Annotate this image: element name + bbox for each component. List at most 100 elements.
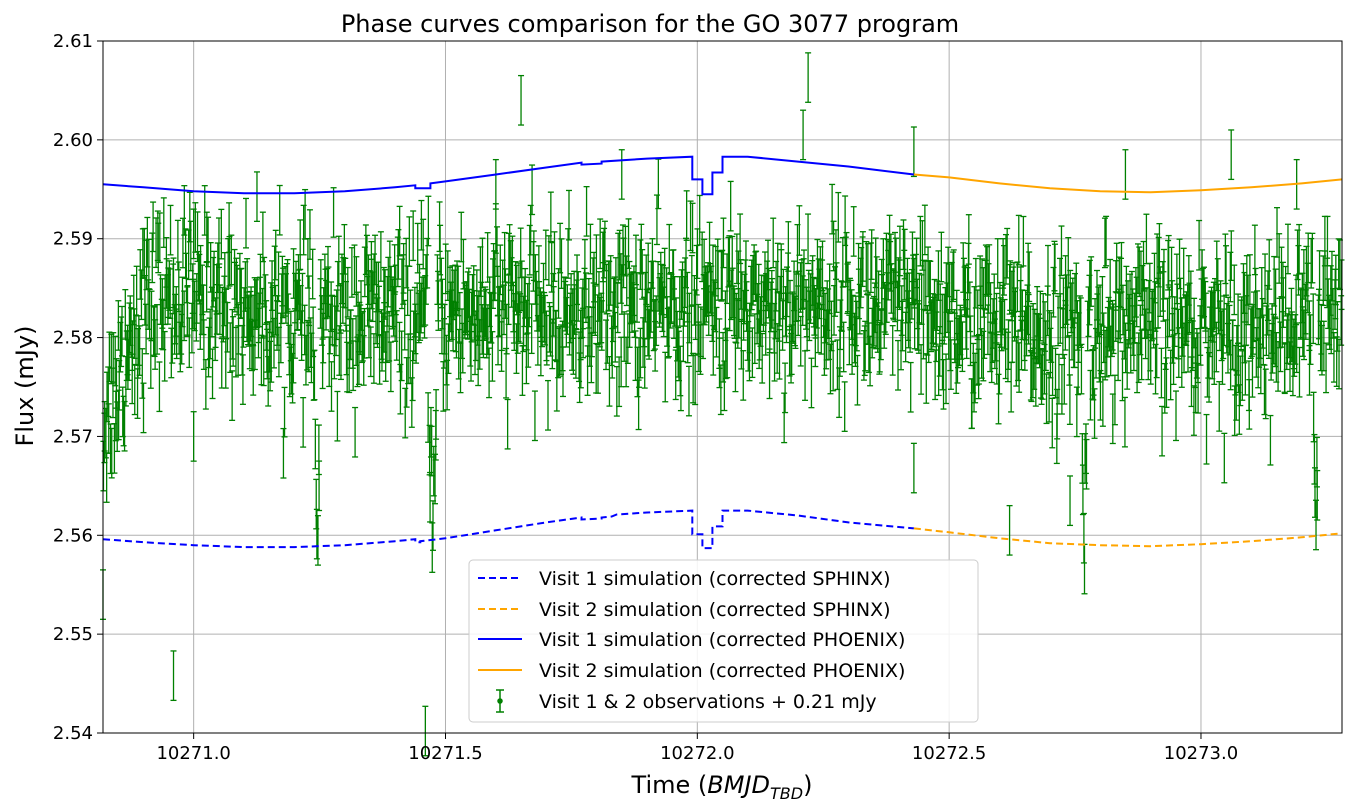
observation-point <box>959 321 966 373</box>
observation-point <box>986 244 993 295</box>
observation-point <box>167 204 174 256</box>
observation-point <box>170 650 177 702</box>
observation-point <box>935 345 942 397</box>
observation-point <box>725 236 732 288</box>
observation-point <box>867 242 874 294</box>
observation-point <box>1041 301 1048 352</box>
observation-point <box>618 149 625 200</box>
observation-point <box>563 296 570 348</box>
observation-point <box>1044 244 1051 296</box>
observation-point <box>229 370 236 421</box>
observation-point <box>1101 217 1108 269</box>
observation-point <box>652 320 659 372</box>
observation-point <box>275 251 282 303</box>
observation-point <box>1055 353 1062 405</box>
observation-point <box>732 341 739 393</box>
observation-point <box>865 322 872 374</box>
observation-point <box>574 254 581 306</box>
legend-entry-visit2-phoenix: Visit 2 simulation (corrected PHOENIX) <box>478 660 905 682</box>
observation-point <box>1152 343 1159 395</box>
observation-point <box>1112 260 1119 311</box>
legend-entry-visit1-sphinx: Visit 1 simulation (corrected SPHINX) <box>478 568 891 590</box>
observation-point <box>402 387 409 439</box>
observation-point <box>1323 342 1330 394</box>
observation-point <box>300 397 307 448</box>
observation-point <box>309 248 316 300</box>
observation-point <box>803 279 810 330</box>
observation-point <box>228 234 235 286</box>
observation-point <box>547 191 554 243</box>
observation-point <box>1067 475 1074 527</box>
observation-point <box>225 238 232 289</box>
observation-point <box>792 298 799 350</box>
observation-point <box>967 315 974 367</box>
observation-point <box>1296 223 1303 275</box>
y-tick-label: 2.59 <box>53 229 93 250</box>
observation-point <box>864 243 871 294</box>
observation-point <box>841 381 848 432</box>
observation-point <box>437 224 444 276</box>
observation-point <box>156 361 163 413</box>
legend-swatch-observations <box>496 689 504 713</box>
observation-point <box>479 237 486 289</box>
observation-point <box>253 171 260 223</box>
observation-point <box>782 362 789 414</box>
observation-point <box>1221 432 1228 484</box>
observation-point <box>1103 215 1110 267</box>
observation-point <box>328 361 335 412</box>
legend-entry-visit1-phoenix: Visit 1 simulation (corrected PHOENIX) <box>478 629 905 651</box>
observation-point <box>819 240 826 292</box>
observation-point <box>360 335 367 386</box>
y-tick-label: 2.56 <box>53 525 93 546</box>
x-tick-label: 10271.0 <box>156 743 230 764</box>
observation-point <box>1296 346 1303 398</box>
observation-point <box>501 231 508 283</box>
chart-title: Phase curves comparison for the GO 3077 … <box>341 10 959 38</box>
observation-point <box>531 390 538 442</box>
observation-point <box>1026 251 1033 303</box>
observation-point <box>716 337 723 389</box>
observation-point <box>557 222 564 274</box>
observation-point <box>680 311 687 363</box>
observation-point <box>992 310 999 362</box>
observation-point <box>1307 314 1314 365</box>
observation-point <box>435 280 442 331</box>
observation-point <box>154 304 161 355</box>
observation-point <box>1223 245 1230 296</box>
observation-point <box>525 317 532 368</box>
observation-point <box>1264 270 1271 322</box>
observation-point <box>981 308 988 359</box>
observation-point <box>1038 354 1045 405</box>
observation-point <box>272 229 279 281</box>
observation-point <box>830 340 837 392</box>
observation-point <box>995 373 1002 425</box>
observation-point <box>759 332 766 384</box>
y-axis-label: Flux (mJy) <box>11 326 39 447</box>
observation-point <box>1306 344 1313 396</box>
observation-point <box>1061 353 1068 405</box>
observation-point <box>1227 251 1234 303</box>
observation-point <box>827 343 834 395</box>
observation-point <box>947 339 954 390</box>
observation-point <box>398 330 405 382</box>
observation-point <box>713 306 720 358</box>
observation-point <box>186 191 193 243</box>
observation-point <box>583 185 590 237</box>
y-tick-label: 2.60 <box>53 130 93 151</box>
observation-point <box>781 392 788 444</box>
observation-point <box>1000 238 1007 289</box>
observation-point <box>223 288 230 340</box>
observation-point <box>1310 293 1317 345</box>
observation-point <box>397 363 404 415</box>
observation-point <box>190 411 197 462</box>
observation-point <box>393 310 400 361</box>
observation-point <box>203 261 210 313</box>
observation-point <box>396 205 403 257</box>
observation-point <box>121 400 128 452</box>
observation-point <box>796 205 803 256</box>
observation-point <box>1284 223 1291 275</box>
observation-point <box>1222 233 1229 285</box>
observation-point <box>150 201 157 253</box>
observation-point <box>719 249 726 301</box>
observation-point <box>1228 230 1235 282</box>
